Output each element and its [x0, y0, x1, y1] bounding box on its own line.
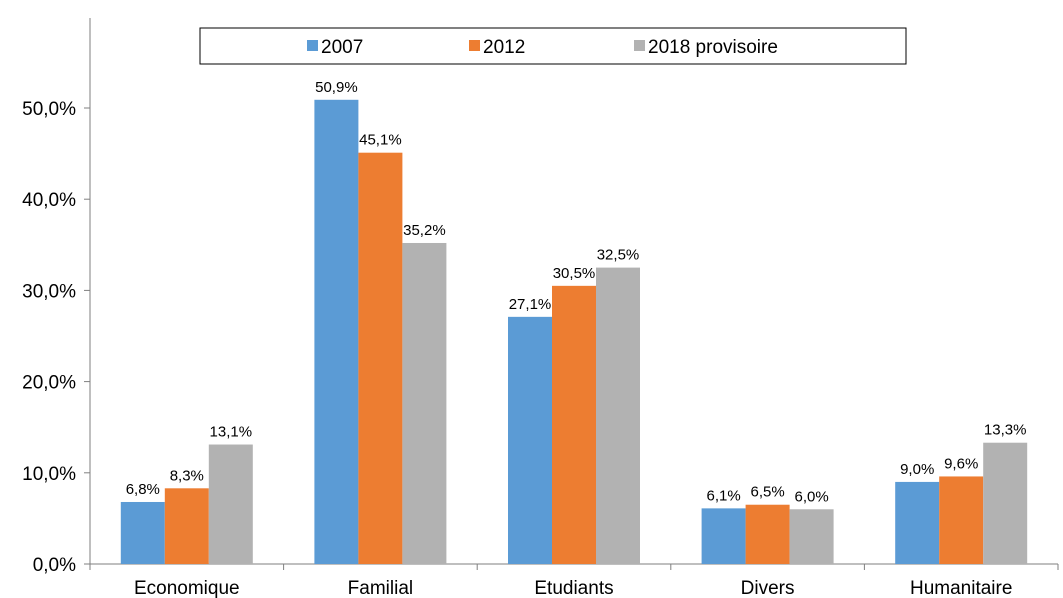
data-label: 50,9% [315, 79, 358, 96]
y-tick-label: 30,0% [22, 281, 76, 302]
bar [552, 285, 596, 564]
bar [314, 99, 359, 565]
data-label: 13,3% [984, 422, 1027, 439]
bar [402, 242, 447, 564]
data-label: 35,2% [403, 222, 446, 239]
data-label: 9,0% [900, 461, 934, 478]
data-label: 45,1% [359, 132, 402, 149]
y-tick-label: 0,0% [33, 555, 76, 576]
data-label: 32,5% [597, 247, 640, 264]
bar [939, 476, 984, 564]
category-label: Etudiants [534, 578, 613, 598]
bars [120, 99, 1028, 565]
bar [789, 509, 834, 564]
y-tick-label: 20,0% [22, 373, 76, 394]
data-label: 30,5% [553, 265, 596, 282]
category-label: Divers [741, 578, 795, 598]
bar [745, 504, 790, 564]
bar [208, 444, 253, 564]
bar [983, 442, 1028, 564]
data-label: 8,3% [170, 467, 204, 484]
legend-label: 2012 [483, 37, 525, 58]
category-label: Familial [348, 578, 413, 598]
legend-swatch [307, 40, 318, 51]
category-label: Economique [134, 578, 240, 598]
data-label: 27,1% [509, 296, 552, 313]
axes: 0,0% 10,0% 20,0% 30,0% 40,0% 50,0% Economique F… [22, 18, 1059, 598]
bar [895, 481, 940, 564]
data-label: 6,8% [126, 481, 160, 498]
bar [701, 508, 746, 564]
legend-label: 2018 provisoire [648, 37, 778, 58]
bar [120, 501, 165, 564]
legend-box [199, 27, 907, 65]
legend-swatch [634, 40, 645, 51]
data-labels: 6,8% 8,3% 13,1% 50,9% 45,1% 35,2% 27,1%30,5%32… [126, 79, 1027, 505]
legend-label: 2007 [321, 37, 363, 58]
y-tick-label: 50,0% [22, 99, 76, 120]
bar [164, 488, 209, 564]
legend: 2007 2012 2018 provisoire [199, 27, 907, 65]
bar [358, 152, 403, 565]
y-tick-label: 10,0% [22, 464, 76, 485]
data-label: 6,0% [794, 488, 828, 505]
data-label: 6,1% [706, 487, 740, 504]
category-label: Humanitaire [910, 578, 1012, 598]
bar [508, 316, 552, 564]
data-label: 9,6% [944, 455, 978, 472]
bar [596, 267, 640, 564]
legend-swatch [469, 40, 480, 51]
data-label: 13,1% [210, 424, 253, 441]
y-tick-label: 40,0% [22, 190, 76, 211]
data-label: 6,5% [750, 484, 784, 501]
